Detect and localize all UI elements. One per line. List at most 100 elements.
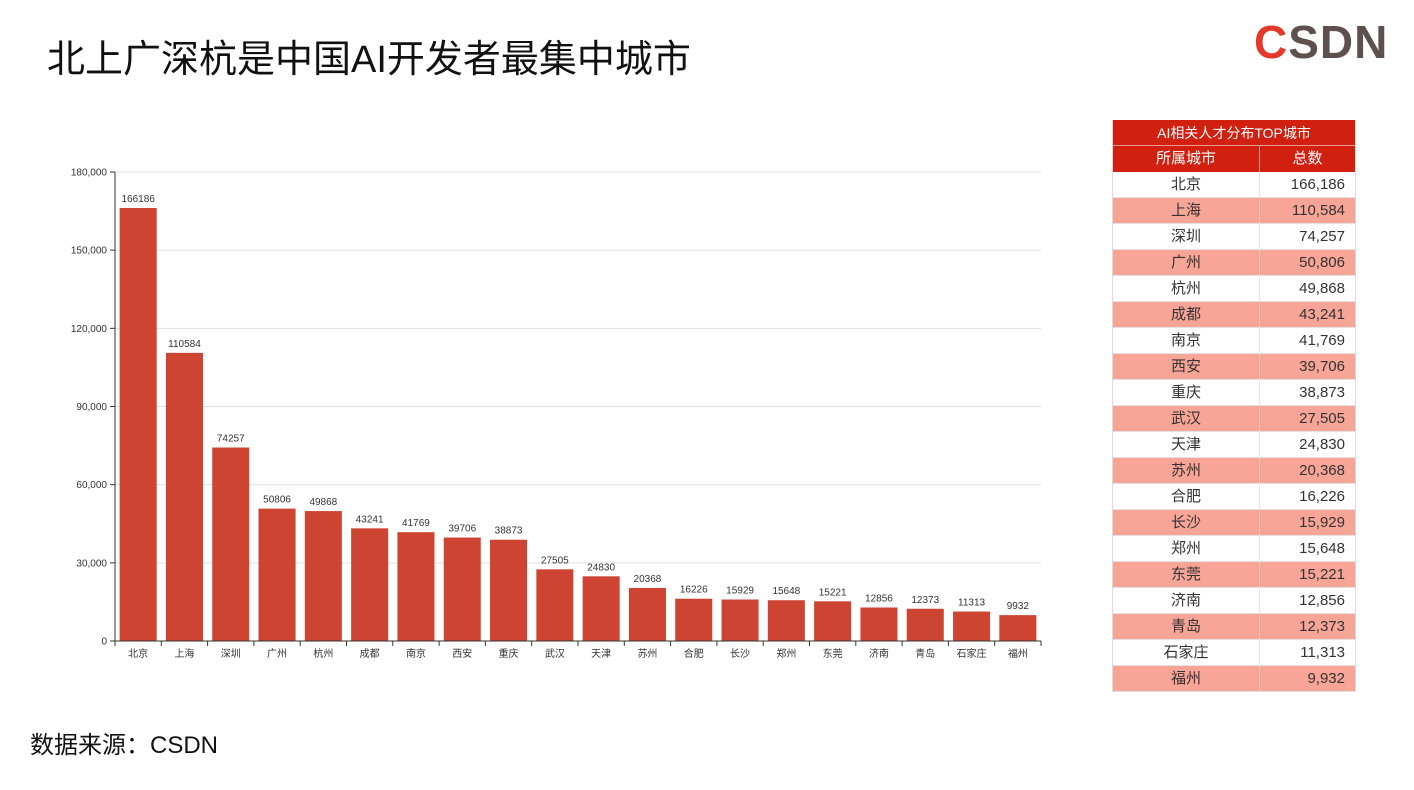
total-cell: 38,873 (1299, 384, 1345, 401)
x-tick-label: 北京 (128, 647, 148, 660)
city-cell: 广州 (1113, 250, 1260, 275)
data-label: 15929 (726, 585, 754, 596)
table-title: AI相关人才分布TOP城市 (1113, 120, 1355, 146)
city-cell: 青岛 (1113, 614, 1260, 639)
total-cell: 15,929 (1299, 514, 1345, 531)
x-tick-label: 青岛 (915, 647, 935, 660)
city-cell: 上海 (1113, 198, 1260, 223)
bar (906, 608, 944, 641)
table-row: 广州 50,806 (1113, 250, 1355, 276)
city-cell: 福州 (1113, 666, 1260, 691)
total-cell: 41,769 (1299, 332, 1345, 349)
city-cell: 天津 (1113, 432, 1260, 457)
data-label: 49868 (309, 497, 337, 508)
city-cell: 济南 (1113, 588, 1260, 613)
table-row: 北京 166,186 (1113, 172, 1355, 198)
city-cell: 成都 (1113, 302, 1260, 327)
x-tick-label: 福州 (1008, 647, 1028, 660)
table-row: 深圳 74,257 (1113, 224, 1355, 250)
y-tick-label: 0 (101, 637, 107, 648)
total-cell: 11,313 (1300, 644, 1345, 661)
x-tick-label: 重庆 (499, 647, 519, 660)
csdn-logo: CSDN (1254, 19, 1388, 65)
data-label: 166186 (121, 194, 155, 205)
data-label: 41769 (402, 518, 430, 529)
table-row: 东莞 15,221 (1113, 562, 1355, 588)
bar (304, 511, 342, 641)
table-row: 长沙 15,929 (1113, 510, 1355, 536)
slide-title: 北上广深杭是中国AI开发者最集中城市 (47, 39, 691, 81)
y-tick-label: 120,000 (71, 324, 108, 335)
data-label: 9932 (1007, 601, 1030, 612)
x-tick-label: 南京 (406, 647, 426, 660)
city-cell: 北京 (1113, 172, 1260, 197)
data-label: 12856 (865, 594, 893, 605)
data-source-note: 数据来源：CSDN (30, 732, 219, 759)
logo-letters-sdn: SDN (1288, 16, 1389, 68)
data-label: 27505 (541, 555, 569, 566)
data-label: 74257 (217, 434, 245, 445)
bar (814, 601, 852, 641)
table-row: 武汉 27,505 (1113, 406, 1355, 432)
city-cell: 重庆 (1113, 380, 1260, 405)
city-cell: 南京 (1113, 328, 1260, 353)
data-label: 11313 (958, 598, 986, 609)
city-ranking-table: AI相关人才分布TOP城市 所属城市 总数 北京 166,186 上海 110,584… (1112, 120, 1356, 692)
x-tick-label: 深圳 (221, 648, 241, 660)
logo-letter-c: C (1254, 16, 1289, 68)
data-label: 39706 (448, 524, 476, 535)
data-label: 43241 (356, 514, 384, 525)
bar (860, 607, 898, 641)
data-label: 24830 (587, 562, 615, 573)
x-tick-label: 成都 (360, 648, 380, 660)
total-cell: 39,706 (1299, 358, 1345, 375)
data-label: 50806 (263, 495, 291, 506)
total-cell: 12,373 (1299, 618, 1345, 635)
city-cell: 苏州 (1113, 458, 1260, 483)
x-tick-label: 合肥 (684, 647, 704, 660)
bar (258, 508, 296, 641)
column-header-city: 所属城市 (1113, 146, 1260, 172)
bar (675, 598, 713, 641)
column-header-total: 总数 (1292, 150, 1323, 167)
city-cell: 武汉 (1113, 406, 1260, 431)
bar (767, 600, 805, 641)
data-label: 16226 (680, 585, 708, 596)
total-cell: 20,368 (1299, 462, 1345, 479)
total-cell: 15,648 (1299, 540, 1345, 557)
x-tick-label: 长沙 (730, 648, 750, 660)
x-tick-label: 济南 (869, 647, 889, 660)
bar (165, 352, 203, 641)
total-cell: 12,856 (1299, 592, 1345, 609)
total-cell: 9,932 (1307, 670, 1345, 687)
y-tick-label: 30,000 (76, 558, 107, 569)
data-label: 20368 (634, 574, 662, 585)
bar (536, 569, 574, 641)
data-label: 12373 (911, 595, 939, 606)
table-row: 济南 12,856 (1113, 588, 1355, 614)
total-cell: 27,505 (1299, 410, 1345, 427)
bar (628, 587, 666, 641)
data-label: 38873 (495, 526, 523, 537)
table-row: 福州 9,932 (1113, 666, 1355, 692)
y-tick-label: 90,000 (76, 402, 107, 413)
x-tick-label: 石家庄 (957, 647, 987, 660)
city-cell: 东莞 (1113, 562, 1260, 587)
table-row: 郑州 15,648 (1113, 536, 1355, 562)
x-tick-label: 杭州 (313, 647, 333, 660)
city-cell: 长沙 (1113, 510, 1260, 535)
bar (119, 207, 157, 641)
table-row: 上海 110,584 (1113, 198, 1355, 224)
total-cell: 16,226 (1299, 488, 1345, 505)
table-row: 成都 43,241 (1113, 302, 1355, 328)
bar-chart: 0 30,000 60,000 90,000 120,000 150,000 180,000… (71, 168, 1042, 660)
x-tick-label: 西安 (452, 647, 472, 660)
total-cell: 110,584 (1291, 202, 1345, 219)
city-cell: 深圳 (1113, 224, 1260, 249)
bar (397, 532, 435, 641)
bar (212, 447, 250, 641)
x-tick-label: 武汉 (545, 647, 565, 660)
bar (443, 537, 481, 641)
table-row: 青岛 12,373 (1113, 614, 1355, 640)
x-tick-label: 东莞 (823, 647, 843, 660)
